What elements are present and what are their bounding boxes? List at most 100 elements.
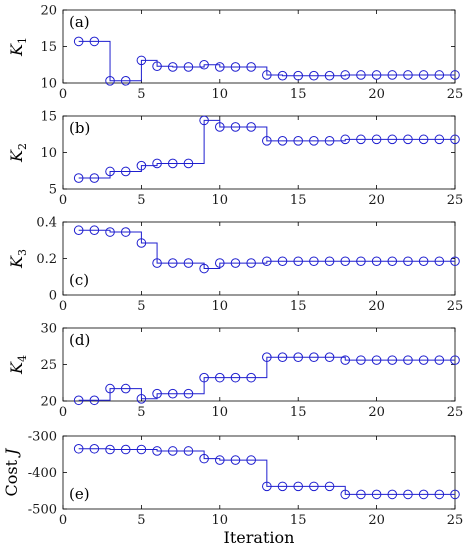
data-point bbox=[262, 256, 272, 267]
data-point bbox=[215, 122, 225, 132]
panel-5: 0 5 10 15 20 25 -500 -400 -300 CostJ (e) bbox=[2, 430, 463, 529]
data-point bbox=[199, 372, 209, 383]
x-tick-label: 10 bbox=[212, 87, 229, 102]
data-point bbox=[89, 395, 100, 406]
x-tick-label: 0 bbox=[59, 513, 67, 528]
data-point bbox=[309, 256, 319, 267]
data-point bbox=[152, 446, 162, 456]
data-point bbox=[167, 388, 178, 399]
data-point bbox=[167, 158, 178, 169]
x-tick-label: 10 bbox=[212, 405, 229, 420]
x-tick-label: 5 bbox=[137, 405, 145, 420]
x-tick-label: 20 bbox=[368, 299, 385, 314]
y-axis-label-main: K bbox=[7, 43, 26, 57]
data-point bbox=[293, 136, 304, 146]
x-tick-label: 5 bbox=[137, 299, 145, 314]
data-point bbox=[418, 70, 429, 80]
data-point bbox=[167, 258, 178, 268]
data-point bbox=[73, 395, 84, 406]
data-point bbox=[371, 489, 382, 500]
data-point bbox=[434, 134, 445, 145]
data-point bbox=[120, 166, 131, 177]
data-point bbox=[167, 446, 178, 456]
data-point bbox=[418, 256, 429, 267]
panel-label: (d) bbox=[69, 331, 90, 349]
data-point bbox=[434, 355, 445, 365]
data-point bbox=[73, 173, 84, 183]
data-point bbox=[450, 256, 460, 267]
data-point bbox=[262, 70, 272, 80]
panel-label: (c) bbox=[69, 271, 89, 289]
y-axis-label-main: K bbox=[7, 255, 26, 269]
data-point bbox=[120, 383, 131, 394]
y-axis-label-sub: 3 bbox=[16, 249, 29, 256]
x-tick-label: 25 bbox=[447, 193, 464, 208]
y-axis-label-sub: 1 bbox=[16, 37, 29, 44]
data-point bbox=[73, 443, 84, 454]
data-point bbox=[340, 134, 351, 145]
series-step-line bbox=[78, 119, 455, 179]
data-point bbox=[356, 355, 366, 365]
data-point bbox=[262, 136, 272, 146]
data-point bbox=[403, 489, 413, 500]
y-axis-label-sub: 4 bbox=[16, 355, 29, 362]
y-axis-label: CostJ bbox=[2, 447, 21, 497]
x-tick-label: 15 bbox=[290, 87, 307, 102]
data-point bbox=[246, 372, 256, 383]
data-point bbox=[324, 352, 335, 363]
y-tick-label: -300 bbox=[28, 430, 57, 445]
data-point bbox=[105, 383, 115, 394]
panel-1: 0 5 10 15 20 25 10 15 20 K1 (a) bbox=[7, 4, 463, 103]
data-point bbox=[152, 158, 162, 169]
data-point bbox=[434, 70, 445, 80]
panel-3: 0 5 10 15 20 25 0 0.2 0.4 K3 (c) bbox=[7, 216, 463, 315]
data-point bbox=[89, 173, 100, 183]
x-tick-label: 5 bbox=[137, 87, 145, 102]
data-point bbox=[183, 446, 194, 456]
y-tick-label: 0 bbox=[49, 289, 57, 304]
data-point bbox=[89, 443, 100, 454]
y-tick-label: 0.4 bbox=[36, 216, 57, 231]
y-axis-label: K1 bbox=[7, 37, 29, 57]
data-point bbox=[246, 258, 256, 268]
data-point bbox=[199, 263, 209, 274]
data-point bbox=[183, 258, 194, 268]
data-point bbox=[183, 158, 194, 169]
x-tick-label: 15 bbox=[290, 513, 307, 528]
series-step-line bbox=[78, 40, 455, 82]
data-point bbox=[152, 258, 162, 268]
x-tick-label: 25 bbox=[447, 513, 464, 528]
data-point bbox=[324, 136, 335, 146]
data-point bbox=[230, 122, 241, 132]
data-point bbox=[418, 134, 429, 145]
data-point bbox=[183, 62, 194, 72]
data-point bbox=[371, 355, 382, 365]
data-point bbox=[403, 70, 413, 80]
y-tick-label: 10 bbox=[40, 77, 57, 92]
x-tick-label: 5 bbox=[137, 513, 145, 528]
y-tick-label: 5 bbox=[49, 183, 57, 198]
data-point bbox=[199, 115, 209, 126]
data-point bbox=[215, 372, 225, 383]
data-point bbox=[387, 256, 398, 267]
x-tick-label: 0 bbox=[59, 87, 67, 102]
data-point bbox=[199, 59, 209, 70]
data-point bbox=[215, 455, 225, 465]
x-tick-label: 15 bbox=[290, 299, 307, 314]
x-tick-label: 20 bbox=[368, 193, 385, 208]
data-point bbox=[215, 258, 225, 268]
data-point bbox=[152, 388, 162, 399]
data-point bbox=[277, 70, 288, 81]
data-point bbox=[152, 61, 162, 72]
data-point bbox=[73, 225, 84, 236]
data-point bbox=[340, 355, 351, 365]
data-point bbox=[450, 134, 460, 145]
data-point bbox=[371, 134, 382, 145]
data-point bbox=[309, 481, 319, 492]
data-point bbox=[277, 256, 288, 267]
data-point bbox=[105, 227, 115, 237]
data-point bbox=[246, 122, 256, 132]
data-point bbox=[387, 134, 398, 145]
data-point bbox=[450, 355, 460, 365]
